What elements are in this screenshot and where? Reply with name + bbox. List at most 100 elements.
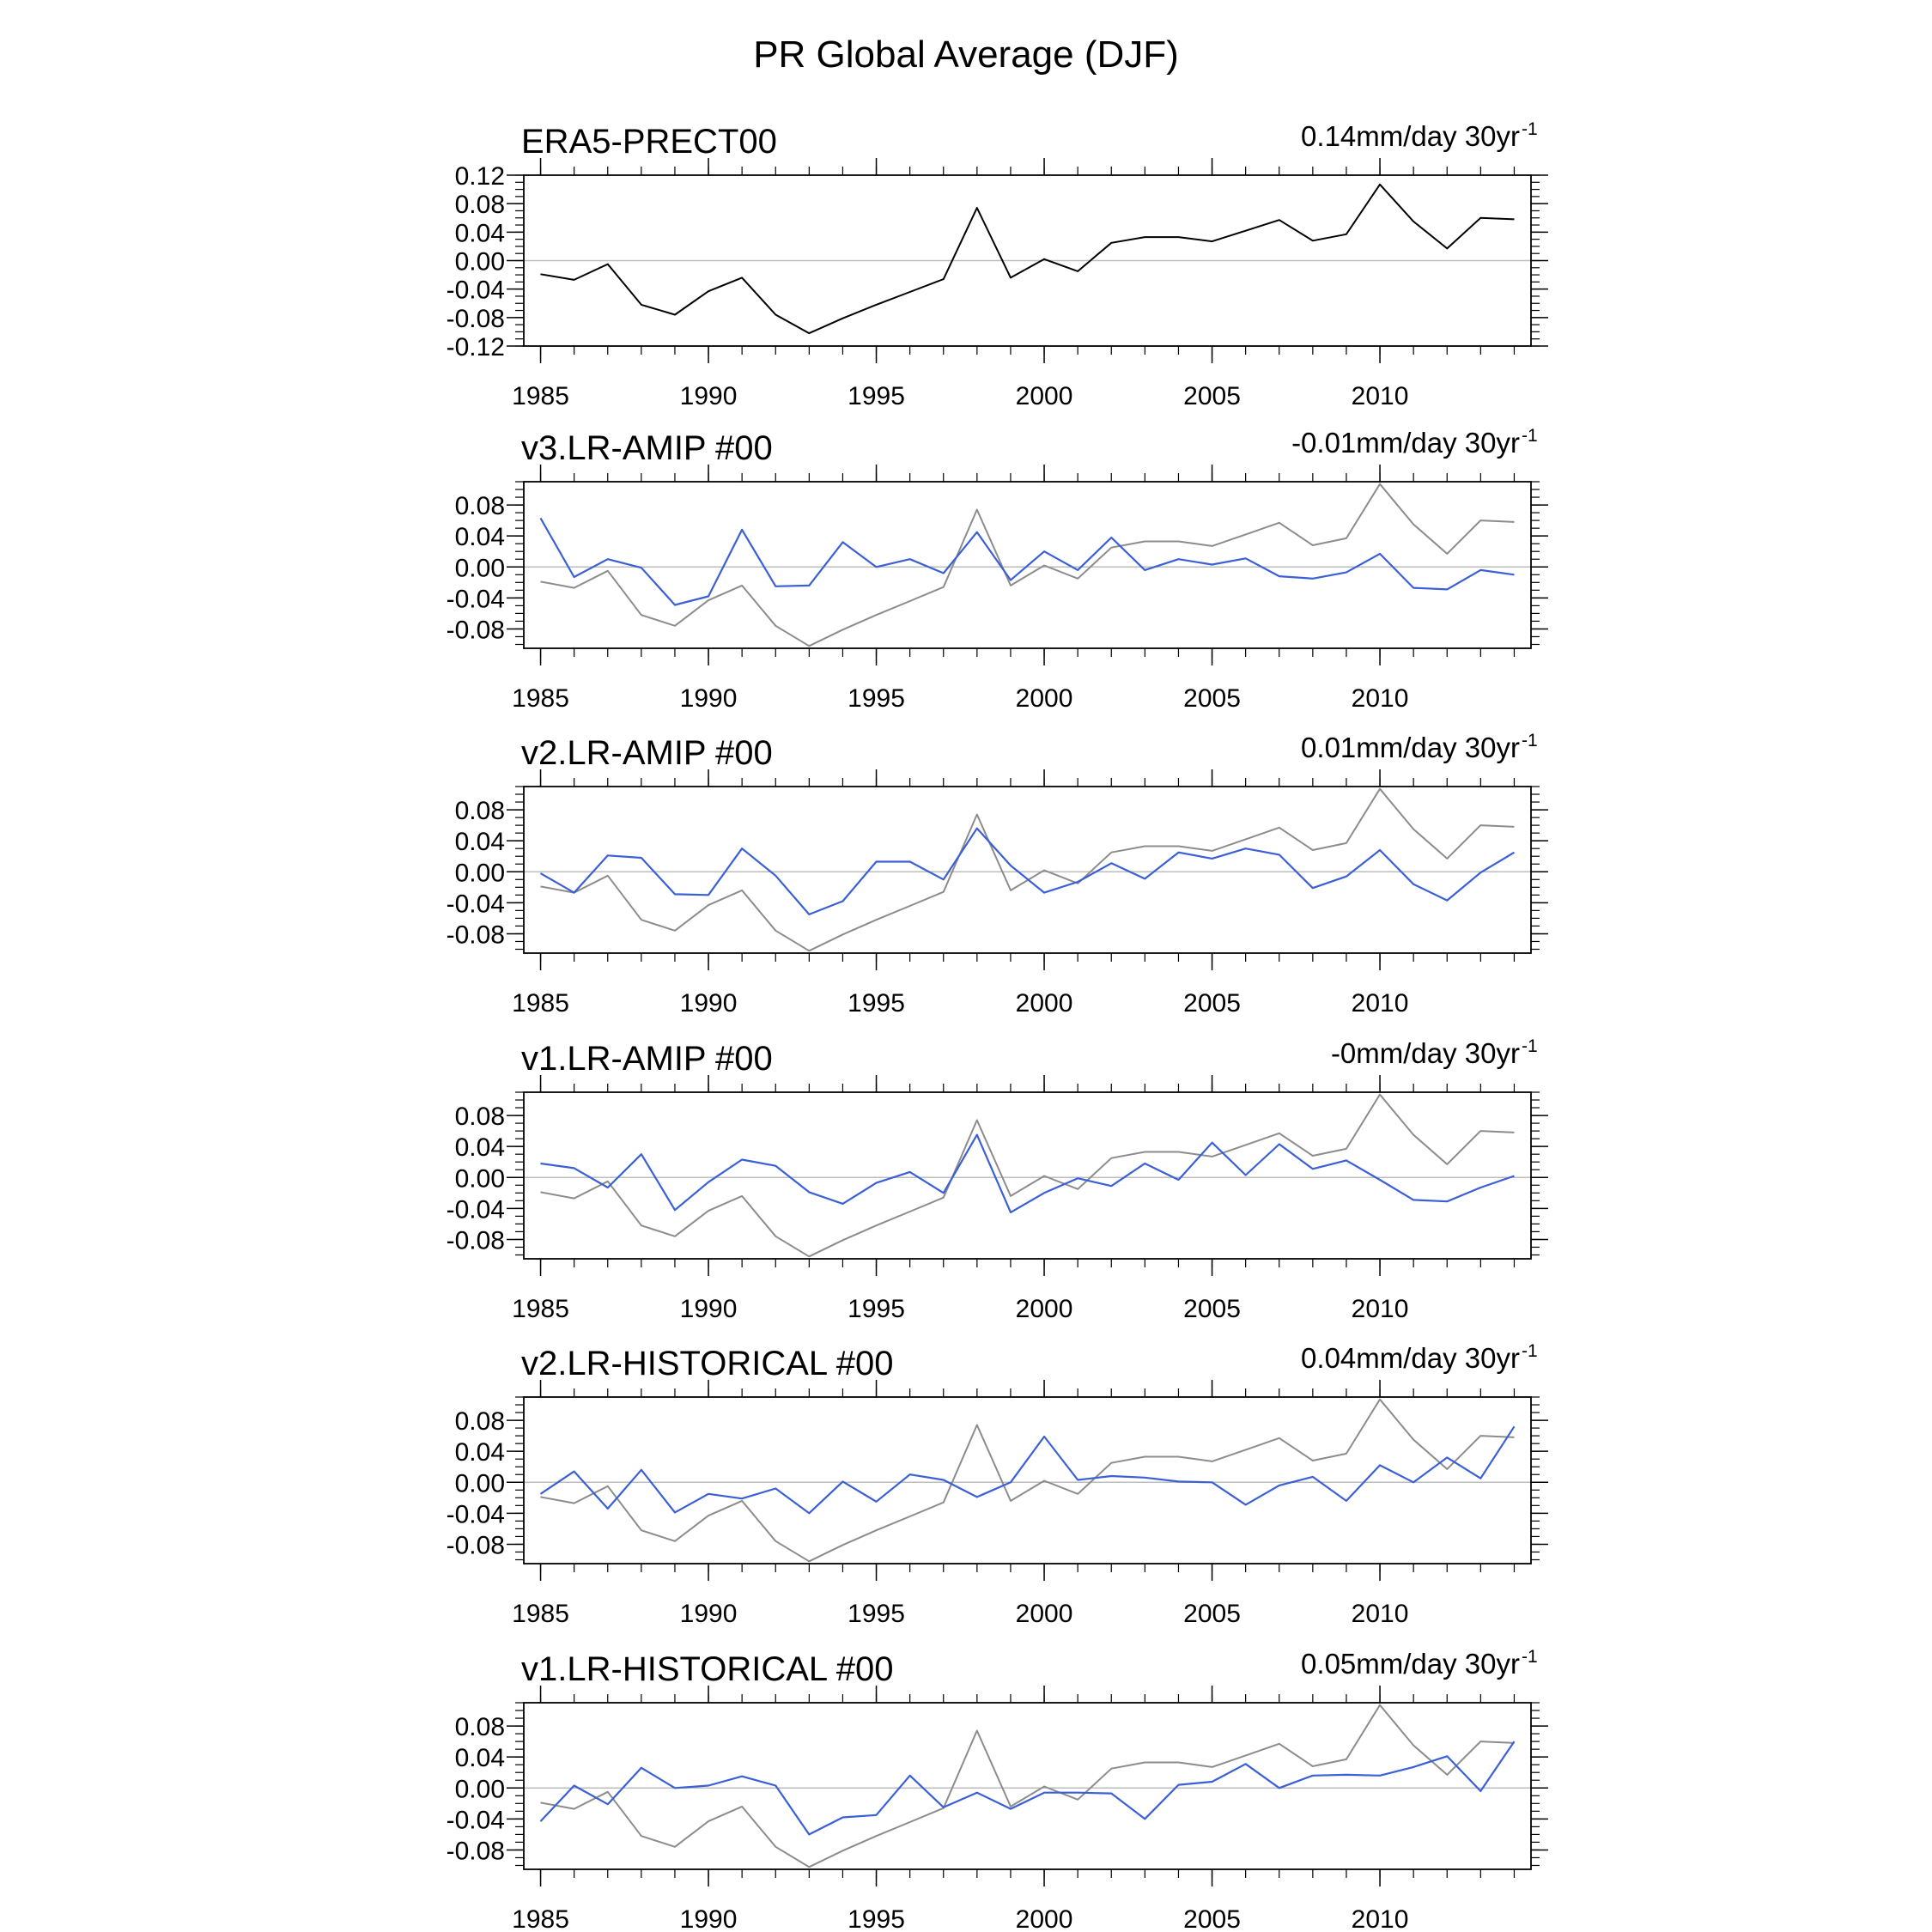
x-tick-label: 2010 — [1352, 382, 1409, 410]
trend-label: 0.01mm/day 30yr — [1301, 732, 1520, 763]
x-tick-label: 2005 — [1183, 684, 1241, 713]
trend-exponent: -1 — [1522, 731, 1538, 750]
panel-title: v2.LR-AMIP #00 — [521, 734, 773, 772]
series-line-era5 — [540, 787, 1515, 952]
panel-title: v3.LR-AMIP #00 — [521, 429, 773, 467]
y-tick-label: 0.00 — [455, 859, 505, 887]
series-line-v1-lr-historical — [539, 1741, 1516, 1836]
x-tick-label: 2005 — [1183, 1600, 1241, 1628]
y-tick-label: 0.08 — [455, 1103, 505, 1131]
panel-title: v2.LR-HISTORICAL #00 — [521, 1345, 894, 1382]
plot-frame — [523, 1091, 1532, 1260]
x-tick-label: 2010 — [1352, 1600, 1409, 1628]
x-tick-label: 1995 — [848, 1905, 905, 1932]
series-line-era5 — [540, 1704, 1515, 1868]
plot-frame — [523, 174, 1532, 347]
y-tick-label: 0.04 — [455, 1133, 505, 1162]
y-tick-label: -0.04 — [447, 276, 505, 305]
y-tick-label: -0.04 — [447, 1806, 505, 1834]
y-tick-label: 0.00 — [455, 1164, 505, 1193]
y-tick-label: -0.04 — [447, 1195, 505, 1224]
x-tick-label: 2000 — [1016, 989, 1073, 1018]
y-tick-label: -0.04 — [447, 1500, 505, 1528]
trend-exponent: -1 — [1522, 426, 1538, 446]
panels: ERA5-PRECT00 0.14mm/day 30yr -1 1985 1990 199… — [447, 119, 1548, 1932]
y-tick-label: -0.08 — [447, 1837, 505, 1865]
y-tick-label: -0.08 — [447, 1531, 505, 1559]
plot-frame — [523, 481, 1532, 649]
y-tick-label: 0.00 — [455, 1775, 505, 1803]
plot-frame — [523, 1702, 1532, 1870]
x-tick-label: 1985 — [512, 989, 569, 1018]
series-line-era5 — [540, 1398, 1515, 1563]
x-tick-label: 2005 — [1183, 382, 1241, 410]
x-tick-label: 2000 — [1016, 1600, 1073, 1628]
figure-title: PR Global Average (DJF) — [753, 33, 1179, 76]
y-tick-label: -0.08 — [447, 1226, 505, 1255]
x-tick-label: 2005 — [1183, 1295, 1241, 1323]
y-tick-label: 0.04 — [455, 1744, 505, 1772]
x-tick-label: 2010 — [1352, 1295, 1409, 1323]
trend-label: -0mm/day 30yr — [1331, 1037, 1520, 1069]
panel-5: v2.LR-HISTORICAL #00 0.04mm/day 30yr -1 198… — [447, 1341, 1548, 1628]
series-line-era5 — [540, 1093, 1515, 1258]
series-line-era5 — [540, 183, 1515, 335]
x-tick-label: 1985 — [512, 382, 569, 410]
y-tick-label: 0.00 — [455, 554, 505, 582]
x-tick-label: 2010 — [1352, 1905, 1409, 1932]
y-tick-label: -0.08 — [447, 616, 505, 644]
series-line-era5 — [540, 483, 1515, 647]
y-tick-label: 0.08 — [455, 1407, 505, 1436]
x-tick-label: 2000 — [1016, 1905, 1073, 1932]
trend-label: -0.01mm/day 30yr — [1291, 427, 1520, 459]
series-line-v1-lr-amip — [540, 1133, 1515, 1214]
y-tick-label: 0.04 — [455, 1438, 505, 1467]
y-tick-label: -0.04 — [447, 585, 505, 613]
y-tick-label: -0.08 — [447, 305, 505, 333]
x-tick-label: 1995 — [848, 1295, 905, 1323]
x-tick-label: 1990 — [680, 1600, 738, 1628]
series-line-v3-lr-amip — [539, 517, 1515, 606]
panel-1: ERA5-PRECT00 0.14mm/day 30yr -1 1985 1990 199… — [447, 119, 1548, 410]
y-tick-label: 0.04 — [455, 523, 505, 551]
panel-4: v1.LR-AMIP #00 -0mm/day 30yr -1 1985 1990 199… — [447, 1036, 1548, 1323]
panel-2: v3.LR-AMIP #00 -0.01mm/day 30yr -1 1985 1990… — [447, 426, 1548, 713]
x-tick-label: 2000 — [1016, 382, 1073, 410]
trend-exponent: -1 — [1522, 1647, 1538, 1667]
series-line-v2-lr-amip — [539, 827, 1516, 916]
y-tick-label: 0.08 — [455, 1713, 505, 1741]
x-tick-label: 1995 — [848, 684, 905, 713]
x-tick-label: 1985 — [512, 1295, 569, 1323]
trend-exponent: -1 — [1522, 1036, 1538, 1056]
x-tick-label: 2010 — [1352, 684, 1409, 713]
plot-frame — [523, 786, 1532, 954]
x-tick-label: 1985 — [512, 1905, 569, 1932]
y-tick-label: 0.08 — [455, 191, 505, 219]
x-tick-label: 1985 — [512, 1600, 569, 1628]
panel-title: v1.LR-HISTORICAL #00 — [521, 1650, 894, 1688]
panel-title: v1.LR-AMIP #00 — [521, 1040, 773, 1078]
plot-frame — [523, 1396, 1532, 1564]
x-tick-label: 1990 — [680, 989, 738, 1018]
panel-3: v2.LR-AMIP #00 0.01mm/day 30yr -1 1985 1990 1… — [447, 731, 1548, 1018]
panel-6: v1.LR-HISTORICAL #00 0.05mm/day 30yr -1 198… — [447, 1647, 1548, 1932]
trend-label: 0.14mm/day 30yr — [1301, 120, 1520, 152]
trend-exponent: -1 — [1522, 1341, 1538, 1361]
series-line-v2-lr-historical — [539, 1425, 1516, 1515]
y-tick-label: -0.08 — [447, 920, 505, 949]
x-tick-label: 1995 — [848, 1600, 905, 1628]
y-tick-label: 0.00 — [455, 1469, 505, 1498]
panel-title: ERA5-PRECT00 — [521, 123, 777, 161]
x-tick-label: 2005 — [1183, 989, 1241, 1018]
x-tick-label: 1990 — [680, 1905, 738, 1932]
y-tick-label: -0.12 — [447, 333, 505, 361]
x-tick-label: 2010 — [1352, 989, 1409, 1018]
x-tick-label: 2005 — [1183, 1905, 1241, 1932]
x-tick-label: 1995 — [848, 382, 905, 410]
y-tick-label: 0.00 — [455, 248, 505, 276]
trend-label: 0.04mm/day 30yr — [1301, 1342, 1520, 1374]
y-tick-label: 0.04 — [455, 219, 505, 247]
x-tick-label: 1990 — [680, 1295, 738, 1323]
y-tick-label: 0.08 — [455, 797, 505, 825]
